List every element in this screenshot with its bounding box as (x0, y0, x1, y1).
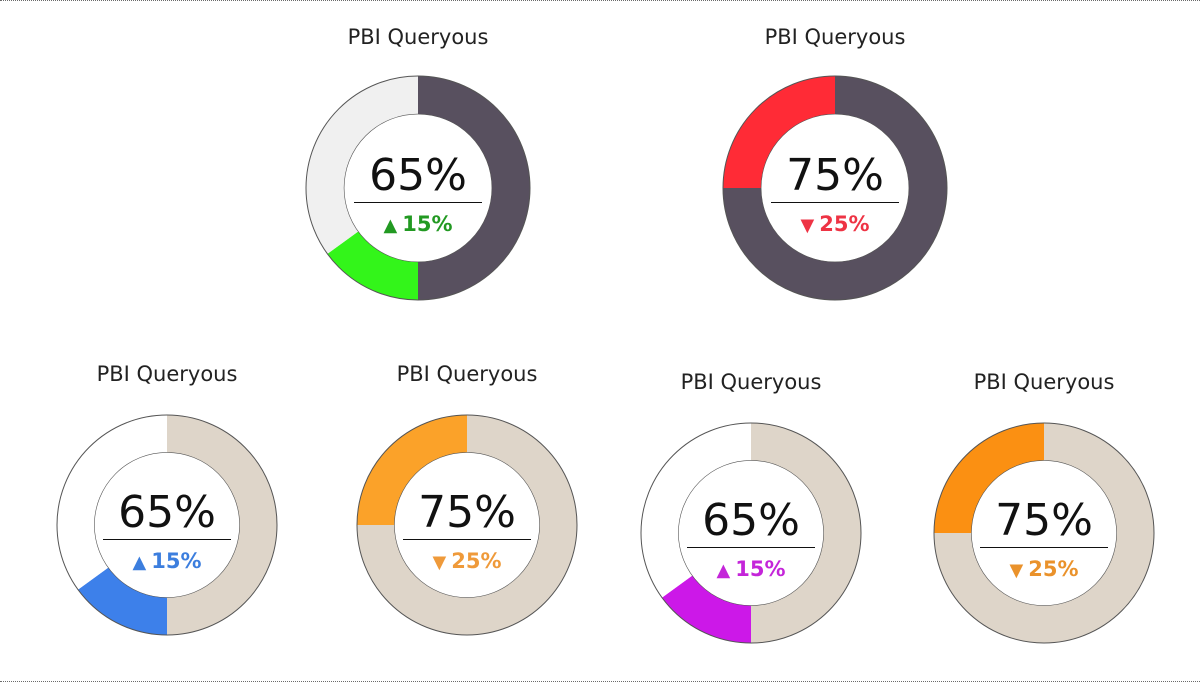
donut-segment (723, 76, 947, 300)
donut-segment (418, 76, 530, 300)
donut-outer-edge (722, 75, 948, 301)
donut-segment (357, 415, 467, 525)
delta-indicator: ▲ 15% (631, 559, 871, 580)
chart-title: PBI Queryous (764, 25, 906, 49)
value-divider (771, 202, 899, 203)
triangle-up-icon: ▲ (132, 552, 147, 573)
donut-inner-edge (94, 452, 240, 598)
kpi-donut-card: PBI Queryous 65% ▲ 15% (47, 362, 287, 639)
chart-title: PBI Queryous (96, 362, 238, 386)
center-value: 75% (418, 487, 516, 538)
donut-outer-edge (356, 414, 578, 636)
center-value: 75% (995, 495, 1093, 546)
delta-text: 15% (735, 557, 786, 581)
kpi-donut-card: PBI Queryous 75% ▼ 25% (713, 25, 957, 304)
chart-title: PBI Queryous (347, 25, 489, 49)
donut-segment (751, 423, 861, 643)
triangle-down-icon: ▼ (432, 552, 447, 573)
donut-outer-edge (640, 422, 862, 644)
donut-outer-edge (56, 414, 278, 636)
donut-inner-edge (678, 460, 824, 606)
donut-inner-edge (971, 460, 1117, 606)
donut-segment (934, 423, 1154, 643)
donut-segment (327, 231, 418, 300)
donut-segment (78, 567, 167, 635)
kpi-donut-card: PBI Queryous 75% ▼ 25% (924, 370, 1164, 647)
donut-chart (722, 75, 948, 301)
donut-inner-edge (394, 452, 540, 598)
center-value: 65% (369, 150, 467, 201)
kpi-donut-card: PBI Queryous 75% ▼ 25% (347, 362, 587, 639)
delta-text: 25% (1028, 557, 1079, 581)
center-value: 75% (786, 150, 884, 201)
donut-segment (357, 415, 577, 635)
chart-title: PBI Queryous (973, 370, 1115, 394)
center-value: 65% (118, 487, 216, 538)
delta-indicator: ▼ 25% (347, 551, 587, 572)
donut-segment (662, 575, 751, 643)
donut-inner-edge (760, 113, 910, 263)
donut-chart (640, 422, 862, 644)
kpi-donut-card: PBI Queryous 65% ▲ 15% (296, 25, 540, 304)
delta-indicator: ▲ 15% (296, 214, 540, 235)
donut-chart (933, 422, 1155, 644)
triangle-down-icon: ▼ (800, 215, 815, 236)
donut-inner-edge (343, 113, 493, 263)
triangle-up-icon: ▲ (383, 215, 398, 236)
delta-text: 25% (819, 212, 870, 236)
donut-segment (723, 76, 835, 188)
delta-indicator: ▼ 25% (713, 214, 957, 235)
delta-text: 15% (402, 212, 453, 236)
donut-chart (305, 75, 531, 301)
donut-outer-edge (933, 422, 1155, 644)
donut-segment (57, 415, 167, 590)
triangle-down-icon: ▼ (1009, 560, 1024, 581)
delta-indicator: ▼ 25% (924, 559, 1164, 580)
donut-chart (56, 414, 278, 636)
center-value: 65% (702, 495, 800, 546)
donut-segment (934, 423, 1044, 533)
chart-title: PBI Queryous (396, 362, 538, 386)
delta-text: 15% (151, 549, 202, 573)
kpi-donut-card: PBI Queryous 65% ▲ 15% (631, 370, 871, 647)
value-divider (687, 547, 815, 548)
donut-outer-edge (305, 75, 531, 301)
chart-title: PBI Queryous (680, 370, 822, 394)
triangle-up-icon: ▲ (716, 560, 731, 581)
donut-segment (641, 423, 751, 598)
donut-segment (306, 76, 418, 254)
delta-text: 25% (451, 549, 502, 573)
donut-chart (356, 414, 578, 636)
donut-segment (167, 415, 277, 635)
value-divider (980, 547, 1108, 548)
delta-indicator: ▲ 15% (47, 551, 287, 572)
value-divider (103, 539, 231, 540)
value-divider (403, 539, 531, 540)
value-divider (354, 202, 482, 203)
